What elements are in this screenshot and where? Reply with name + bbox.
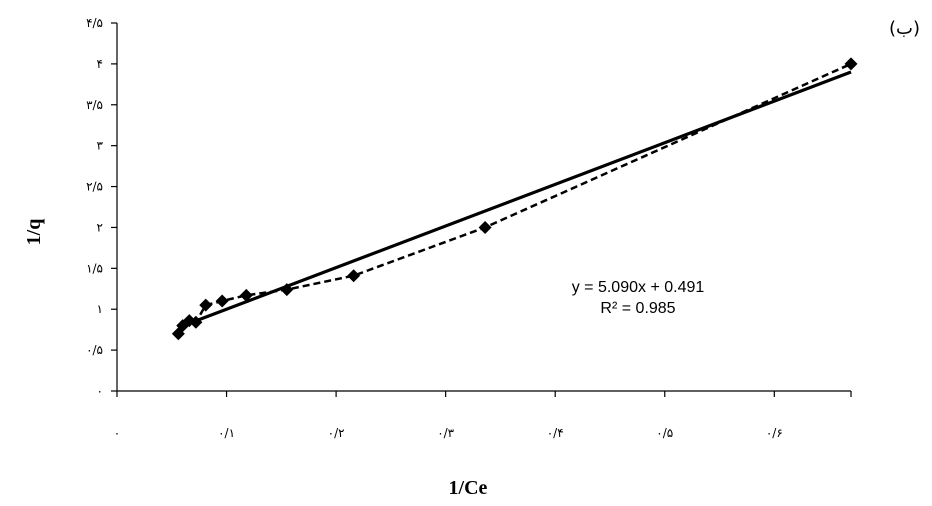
y-tick-label: ۱/۵ — [86, 261, 103, 275]
data-point-marker — [478, 220, 492, 234]
y-tick-label: ۰ — [97, 384, 103, 398]
data-point-marker — [215, 294, 229, 308]
y-tick-label: ۰/۵ — [86, 343, 103, 357]
axes — [116, 23, 851, 392]
data-point-marker — [280, 283, 294, 297]
x-ticks: ۰ ۰/۱ ۰/۲ ۰/۳ ۰/۴ ۰/۵ ۰/۶ — [114, 391, 852, 440]
x-axis-title: 1/Ce — [449, 477, 488, 499]
y-ticks: ۰ ۰/۵ ۱ ۱/۵ ۲ ۲/۵ ۳ ۳/۵ ۴ ۴/۵ — [86, 16, 117, 398]
y-tick-label: ۴ — [97, 57, 103, 71]
y-tick-label: ۲ — [97, 220, 103, 234]
y-tick-label: ۳ — [97, 139, 104, 153]
y-tick-label: ۲/۵ — [86, 180, 103, 194]
y-tick-label: ۴/۵ — [86, 16, 103, 30]
x-tick-label: ۰/۳ — [437, 426, 454, 440]
x-tick-label: ۰ — [114, 426, 120, 440]
y-tick-label: ۳/۵ — [86, 98, 103, 112]
trendline-r-squared: R² = 0.985 — [600, 300, 675, 317]
data-markers — [171, 57, 858, 341]
trendline-equation: y = 5.090x + 0.491 — [572, 279, 705, 296]
data-point-marker — [347, 269, 361, 283]
panel-label: (ب) — [889, 18, 920, 39]
x-tick-label: ۰/۴ — [547, 426, 564, 440]
x-tick-label: ۰/۲ — [328, 426, 345, 440]
x-tick-label: ۰/۵ — [656, 426, 673, 440]
x-tick-label: ۰/۶ — [766, 426, 783, 440]
y-tick-label: ۱ — [97, 302, 103, 316]
x-tick-label: ۰/۱ — [218, 426, 235, 440]
y-axis-title: 1/q — [23, 219, 45, 246]
data-point-marker — [189, 315, 203, 329]
data-point-marker — [239, 288, 253, 302]
trendline — [177, 70, 852, 330]
data-point-marker — [199, 298, 213, 312]
data-point-marker — [844, 57, 858, 71]
